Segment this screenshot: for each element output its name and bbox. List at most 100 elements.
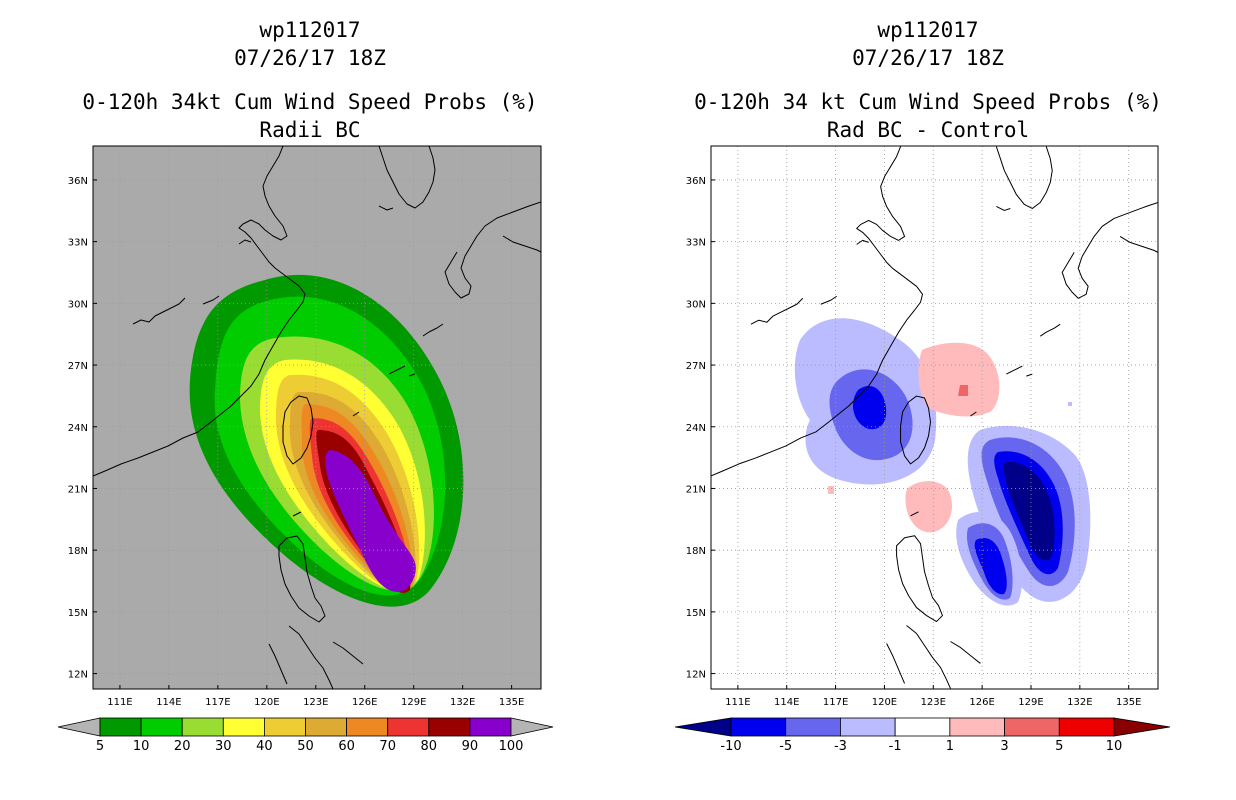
colorbar-label: 10 [133,739,150,754]
difference-contour [852,386,887,430]
lon-tick-label: 123E [921,697,946,708]
colorbar-swatch [346,717,389,737]
colorbar-label: 5 [1055,739,1063,754]
lon-tick-label: 132E [1067,697,1092,708]
lon-tick-label: 132E [450,697,475,708]
colorbar-under-arrow [57,717,101,737]
colorbar-swatch [840,717,896,737]
lat-tick-label: 33N [686,238,706,249]
lat-tick-label: 21N [68,484,88,495]
lat-tick-label: 36N [686,176,706,187]
left-axis-ticks: 111E 114E 117E 120E 123E 126E 129E 132E 135E 36N 3… [68,176,525,708]
lat-tick-label: 12N [686,670,706,681]
difference-contour [1068,402,1072,406]
difference-contour [905,481,953,533]
colorbar-label: 20 [174,739,191,754]
lon-tick-label: 117E [205,697,230,708]
colorbar-swatch [140,717,183,737]
colorbar-swatch [469,717,512,737]
colorbar-swatch [428,717,471,737]
colorbar-over-arrow [510,717,554,737]
colorbar-label: 60 [338,739,355,754]
lon-tick-label: 111E [107,697,132,708]
lat-tick-label: 18N [68,546,88,557]
left-storm-id: wp112017 [259,18,361,42]
colorbar-swatch [181,717,224,737]
lon-tick-label: 114E [774,697,799,708]
lon-tick-label: 129E [401,697,426,708]
lat-tick-label: 27N [686,361,706,372]
colorbar-label: 10 [1106,739,1123,754]
lat-tick-label: 36N [68,176,88,187]
colorbar-swatch [263,717,306,737]
left-map-frame [92,145,542,690]
lon-tick-label: 120E [254,697,279,708]
difference-contour [828,486,834,494]
difference-contour [974,538,1007,595]
lon-tick-label: 126E [352,697,377,708]
left-map-panel: 111E 114E 117E 120E 123E 126E 129E 132E 135E 36N 3… [68,145,542,708]
right-colorbar: -10 -5 -3 -1 1 3 5 10 [674,717,1171,754]
colorbar-swatch [1004,717,1060,737]
lon-tick-label: 114E [156,697,181,708]
colorbar-label: -10 [720,739,741,754]
left-datetime: 07/26/17 18Z [234,46,386,70]
lat-tick-label: 12N [68,670,88,681]
right-subtitle: Rad BC - Control [826,118,1030,142]
lat-tick-label: 21N [686,484,706,495]
colorbar-label: 30 [215,739,232,754]
right-storm-id: wp112017 [877,18,979,42]
difference-contour [1003,461,1055,561]
difference-contour [918,342,1000,417]
lat-tick-label: 24N [686,423,706,434]
right-map-frame [710,145,1159,690]
colorbar-label: 1 [946,739,954,754]
lat-tick-label: 33N [68,238,88,249]
lon-tick-label: 135E [499,697,524,708]
colorbar-label: 90 [462,739,479,754]
lat-tick-label: 15N [68,608,88,619]
colorbar-label: -5 [779,739,792,754]
lat-tick-label: 27N [68,361,88,372]
lat-tick-label: 15N [686,608,706,619]
colorbar-label: 3 [1000,739,1008,754]
lon-tick-label: 129E [1018,697,1043,708]
lon-tick-label: 117E [823,697,848,708]
right-axis-ticks: 111E 114E 117E 120E 123E 126E 129E 132E 135E 36N 3… [686,176,1142,708]
right-map-panel: 111E 114E 117E 120E 123E 126E 129E 132E 135E 36N 3… [686,145,1159,708]
colorbar-swatch [785,717,841,737]
colorbar-label: 5 [96,739,104,754]
lon-tick-label: 135E [1116,697,1141,708]
right-datetime: 07/26/17 18Z [852,46,1004,70]
left-colorbar: 5 10 20 30 40 50 60 70 80 90 100 [57,717,554,754]
colorbar-label: 80 [421,739,438,754]
difference-contour [958,385,968,396]
colorbar-label: 40 [256,739,273,754]
lat-tick-label: 30N [686,299,706,310]
colorbar-label: -1 [889,739,902,754]
colorbar-label: 70 [379,739,396,754]
lon-tick-label: 120E [872,697,897,708]
contour-90-percent [325,450,416,592]
colorbar-under-arrow [674,717,732,737]
lon-tick-label: 126E [969,697,994,708]
lat-tick-label: 30N [68,299,88,310]
colorbar-swatch [949,717,1005,737]
colorbar-swatch [1058,717,1115,737]
colorbar-swatch [387,717,430,737]
lon-tick-label: 123E [303,697,328,708]
colorbar-label: 100 [499,739,524,754]
lat-tick-label: 24N [68,423,88,434]
colorbar-label: 50 [297,739,314,754]
colorbar-swatch [99,717,142,737]
lat-tick-label: 18N [686,546,706,557]
colorbar-swatch [894,717,951,737]
colorbar-swatch [730,717,787,737]
left-product-title: 0-120h 34kt Cum Wind Speed Probs (%) [82,90,538,114]
lon-tick-label: 111E [725,697,750,708]
colorbar-swatch [222,717,265,737]
colorbar-label: -3 [834,739,847,754]
right-product-title: 0-120h 34 kt Cum Wind Speed Probs (%) [694,90,1162,114]
colorbar-over-arrow [1113,717,1171,737]
